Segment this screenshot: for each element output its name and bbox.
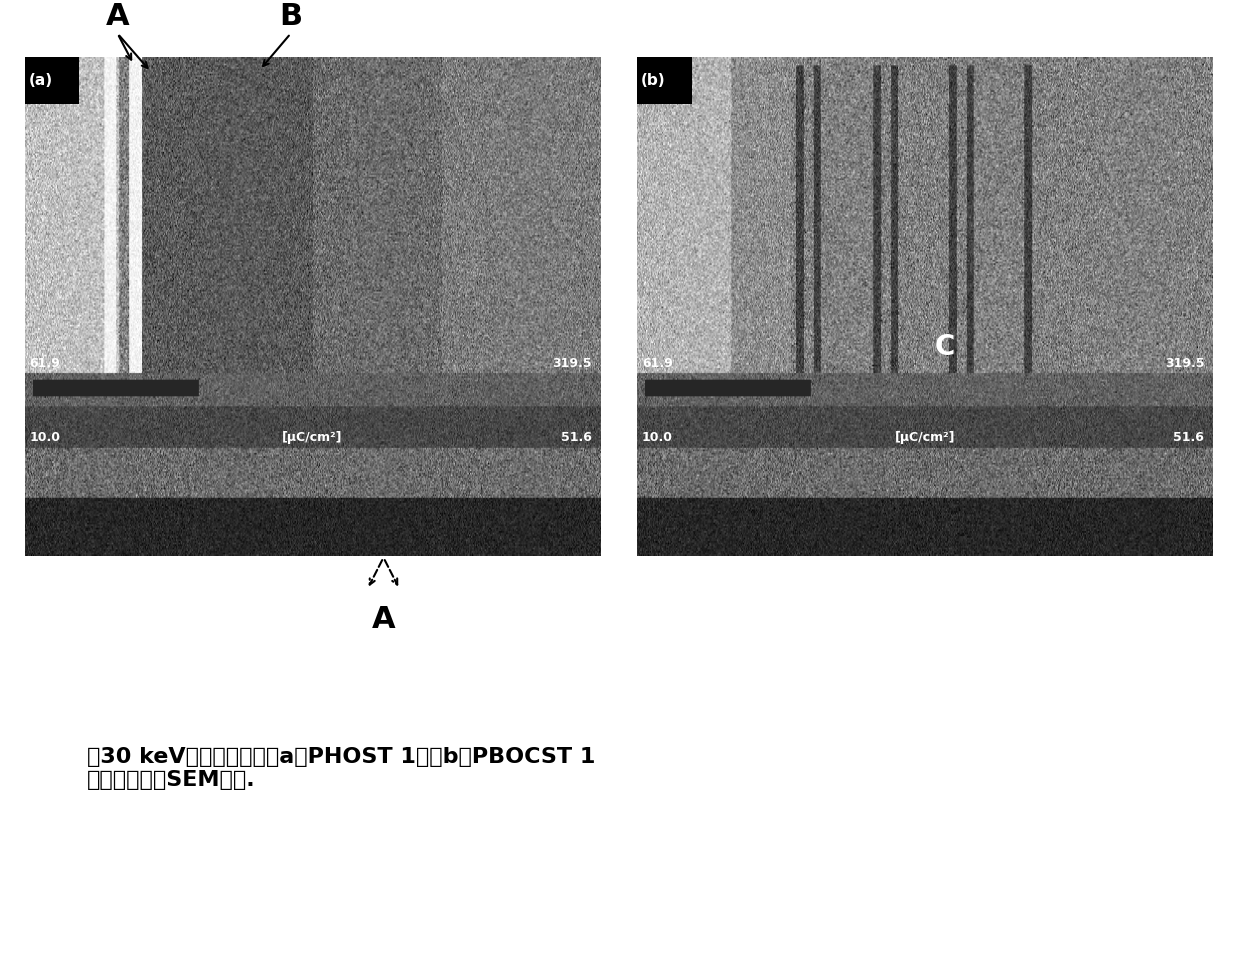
- Bar: [25, 57, 79, 104]
- Text: 在30 keV电子束曝光后（a）PHOST 1和（b）PBOCST 1
抗蚀剂图案的SEM图像.: 在30 keV电子束曝光后（a）PHOST 1和（b）PBOCST 1 抗蚀剂图…: [87, 747, 595, 790]
- Text: 10.0: 10.0: [642, 431, 673, 445]
- Text: [μC/cm²]: [μC/cm²]: [282, 431, 343, 445]
- Text: 61.9: 61.9: [642, 356, 673, 370]
- Text: (a): (a): [28, 73, 53, 88]
- Text: A: A: [371, 605, 396, 634]
- Text: 319.5: 319.5: [1165, 356, 1205, 370]
- Text: 61.9: 61.9: [30, 356, 61, 370]
- Text: A: A: [105, 2, 130, 31]
- Text: C: C: [934, 333, 955, 361]
- Bar: [637, 57, 691, 104]
- Text: 51.6: 51.6: [1174, 431, 1205, 445]
- Text: (b): (b): [641, 73, 666, 88]
- Text: B: B: [280, 2, 302, 31]
- Text: 319.5: 319.5: [553, 356, 593, 370]
- Text: 51.6: 51.6: [562, 431, 593, 445]
- Text: [μC/cm²]: [μC/cm²]: [894, 431, 955, 445]
- Text: 10.0: 10.0: [30, 431, 61, 445]
